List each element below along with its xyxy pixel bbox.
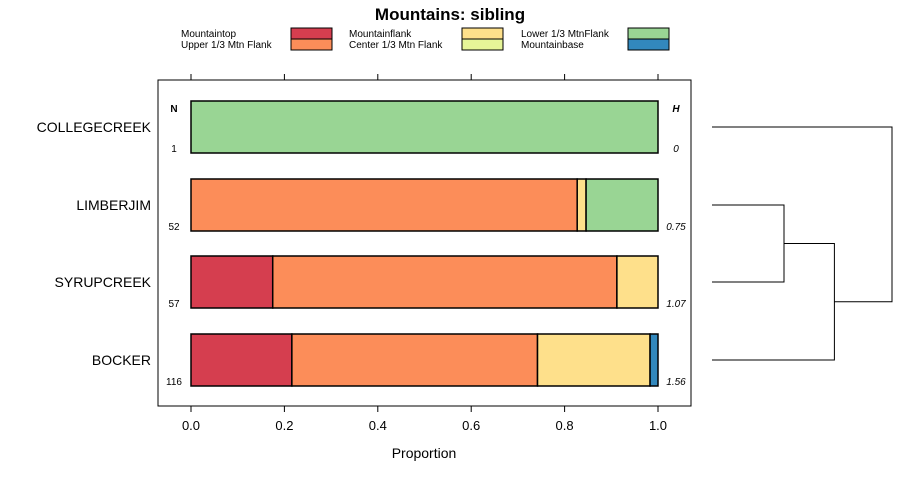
n-value-collegecreek: 1	[171, 144, 177, 155]
bar-segment-bocker-mountainflank	[536, 333, 651, 387]
x-tick-label-3: 0.6	[462, 418, 480, 433]
bar-segment-limberjim-lower-1-3-mtnflank	[585, 178, 659, 232]
bar-segment-bocker-upper-1-3-mtn-flank	[291, 333, 539, 387]
legend: Mountaintop Mountainflank Lower 1/3 MtnFla…	[181, 27, 670, 51]
legend-label-lower-1-3-mtnflank: Lower 1/3 MtnFlank	[521, 29, 610, 40]
bar-segment-bocker-mountaintop	[190, 333, 293, 387]
bars-group: COLLEGECREEK 1 0 LIMBERJIM 52 0.75 SYRUPCREEK 5…	[37, 100, 686, 388]
x-tick-label-5: 1.0	[649, 418, 667, 433]
chart-title: Mountains: sibling	[375, 5, 525, 24]
x-tick-label-2: 0.4	[369, 418, 387, 433]
legend-swatch-mountainflank	[461, 27, 504, 40]
h-header: H	[672, 104, 680, 115]
x-tick-label-4: 0.8	[556, 418, 574, 433]
category-label-limberjim: LIMBERJIM	[76, 197, 151, 213]
legend-swatch-center-1-3-mtn-flank	[461, 38, 504, 51]
x-tick-label-1: 0.2	[275, 418, 293, 433]
h-value-limberjim: 0.75	[666, 222, 686, 233]
n-value-syrupcreek: 57	[168, 299, 180, 310]
bar-segment-syrupcreek-mountainflank	[616, 255, 659, 309]
n-value-limberjim: 52	[168, 222, 180, 233]
dendrogram-branch-1	[712, 243, 835, 361]
dendrogram	[712, 126, 893, 361]
bar-segment-syrupcreek-upper-1-3-mtn-flank	[271, 255, 618, 309]
x-tick-label-0: 0.0	[182, 418, 200, 433]
bar-segment-syrupcreek-mountaintop	[190, 255, 274, 309]
dendrogram-branch-0	[712, 204, 785, 283]
legend-swatch-mountainbase	[627, 38, 670, 51]
plot-frame	[157, 79, 692, 407]
legend-swatch-upper-1-3-mtn-flank	[290, 38, 333, 51]
legend-label-upper-1-3-mtn-flank: Upper 1/3 Mtn Flank	[181, 40, 273, 51]
bar-segment-limberjim-mountainflank	[576, 178, 587, 232]
h-value-syrupcreek: 1.07	[666, 299, 686, 310]
legend-label-mountainbase: Mountainbase	[521, 40, 584, 51]
category-label-syrupcreek: SYRUPCREEK	[55, 274, 152, 290]
legend-label-mountaintop: Mountaintop	[181, 29, 236, 40]
x-axis: 0.0 0.2 0.4 0.6 0.8 1.0	[182, 74, 667, 433]
bar-segment-limberjim-upper-1-3-mtn-flank	[190, 178, 578, 232]
bar-segment-bocker-mountainbase	[649, 333, 659, 387]
category-label-collegecreek: COLLEGECREEK	[37, 119, 152, 135]
legend-label-center-1-3-mtn-flank: Center 1/3 Mtn Flank	[349, 40, 443, 51]
x-axis-label: Proportion	[392, 445, 457, 461]
legend-swatch-mountaintop	[290, 27, 333, 40]
bar-segment-collegecreek-lower-1-3-mtnflank	[190, 100, 659, 154]
n-header: N	[170, 104, 177, 115]
dendrogram-branch-2	[712, 126, 893, 303]
h-value-collegecreek: 0	[673, 144, 679, 155]
h-value-bocker: 1.56	[666, 377, 686, 388]
legend-label-mountainflank: Mountainflank	[349, 29, 412, 40]
legend-swatch-lower-1-3-mtnflank	[627, 27, 670, 40]
category-label-bocker: BOCKER	[92, 352, 151, 368]
n-value-bocker: 116	[166, 377, 182, 388]
